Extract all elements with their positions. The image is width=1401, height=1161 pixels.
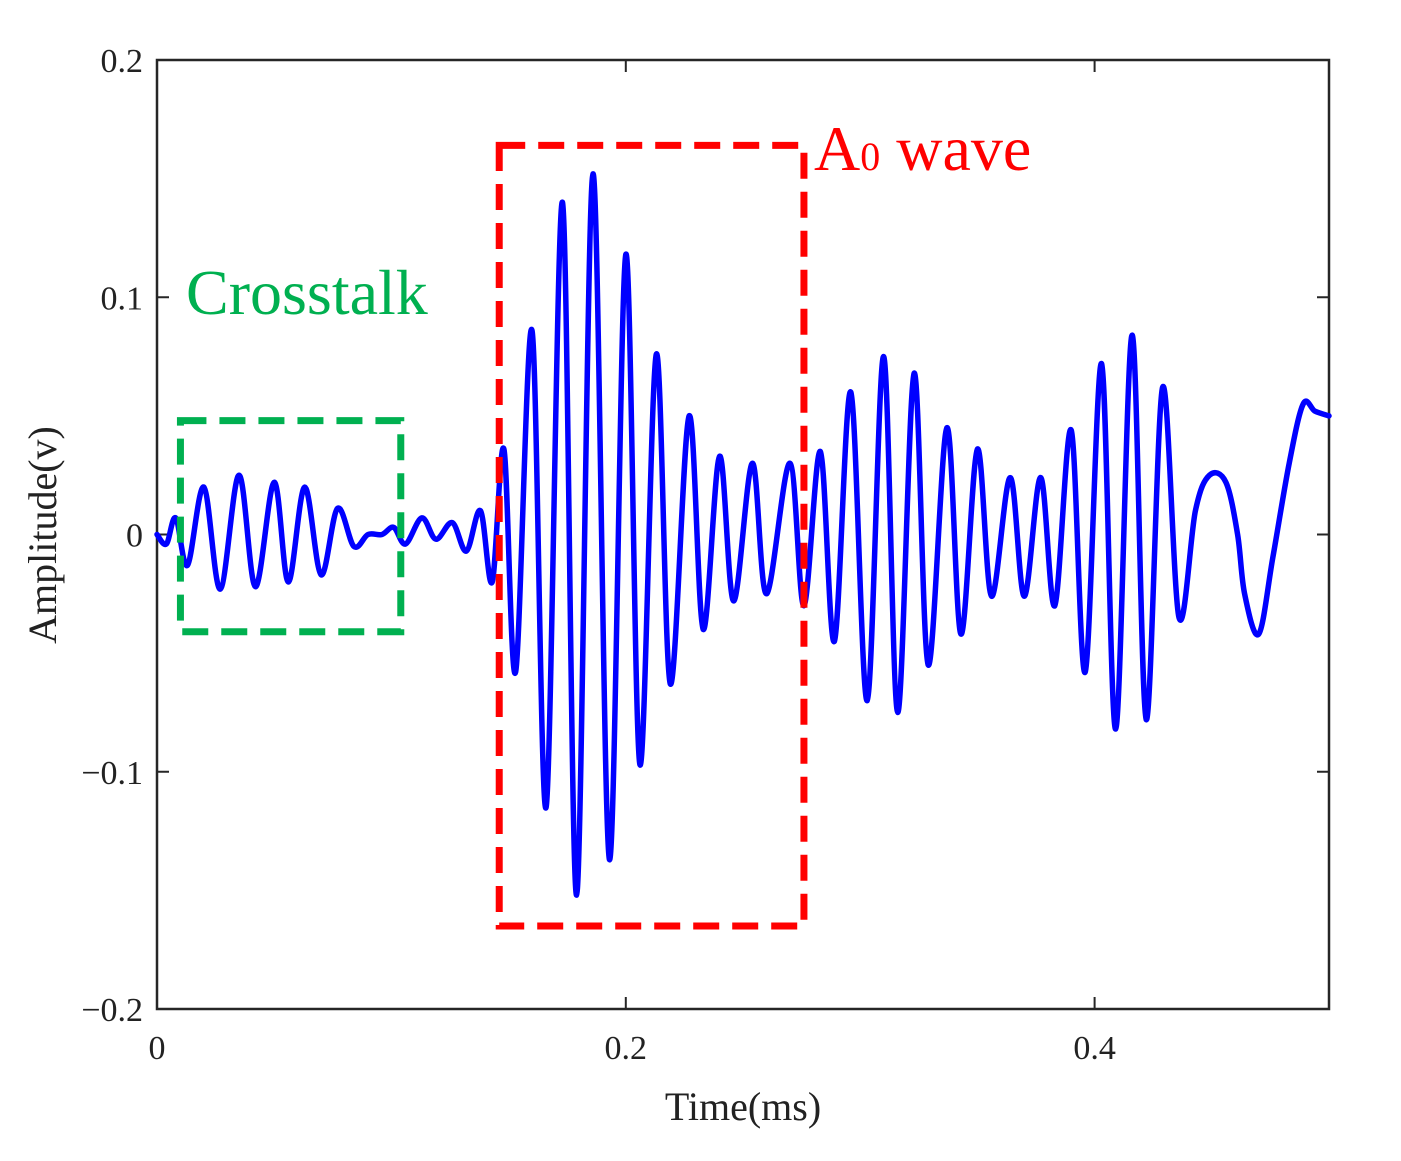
y-axis-label: Amplitude(v): [20, 426, 65, 644]
a0-wave-box: [495, 141, 808, 930]
x-axis-label: Time(ms): [665, 1084, 821, 1129]
y-tick-label: −0.1: [81, 755, 143, 792]
annotation-layer: Crosstalk A0 wave: [176, 113, 1031, 930]
series-layer: [154, 171, 1332, 898]
series-line: [154, 171, 1332, 898]
y-tick-label: 0: [126, 518, 143, 555]
y-tick-label: 0.1: [101, 280, 144, 317]
x-tick-label: 0.4: [1073, 1030, 1116, 1067]
crosstalk-label: Crosstalk: [186, 257, 428, 328]
crosstalk-box: [176, 417, 405, 636]
x-tick-label: 0: [149, 1030, 166, 1067]
axes-layer: 0 0.2 0.4 0.2 0.1 0 −0.1 −0.2: [81, 43, 1331, 1067]
a0-wave-label: A0 wave: [814, 113, 1031, 184]
x-tick-label: 0.2: [605, 1030, 648, 1067]
y-tick-label: −0.2: [81, 992, 143, 1029]
y-tick-label: 0.2: [101, 43, 144, 80]
